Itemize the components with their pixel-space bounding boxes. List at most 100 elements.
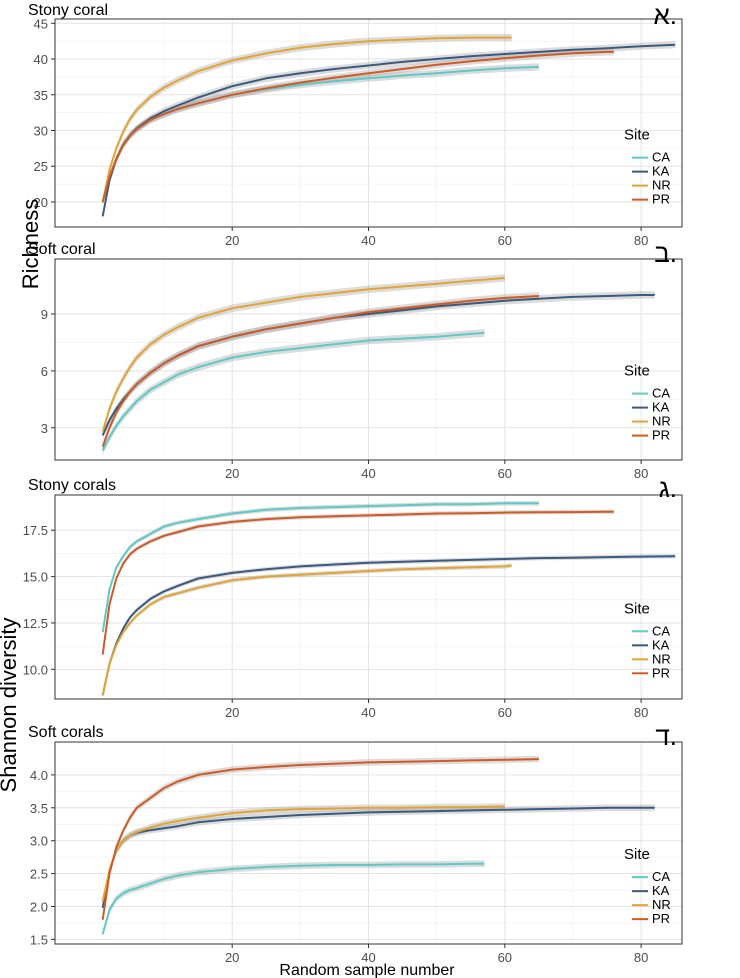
series-line-pr bbox=[101, 510, 614, 655]
panel-title: Soft coral bbox=[28, 241, 96, 258]
panel-border bbox=[54, 18, 683, 228]
panel-title: Stony corals bbox=[28, 477, 116, 494]
y-tick-label: 1.5 bbox=[30, 932, 48, 947]
legend-label-ka: KA bbox=[652, 164, 670, 179]
legend-label-ca: CA bbox=[652, 150, 670, 165]
x-tick-label: 20 bbox=[225, 950, 239, 965]
x-tick-label: 80 bbox=[634, 233, 648, 248]
x-tick-label: 80 bbox=[634, 705, 648, 720]
panel-title: Stony coral bbox=[28, 2, 108, 19]
legend-label-pr: PR bbox=[652, 192, 670, 207]
legend-label-ka: KA bbox=[652, 637, 670, 652]
legend-label-nr: NR bbox=[652, 178, 671, 193]
legend-title: Site bbox=[624, 363, 650, 380]
y-tick-label: 2.5 bbox=[30, 867, 48, 882]
series-line-pr bbox=[101, 50, 614, 203]
legend-title: Site bbox=[624, 600, 650, 617]
panel-letter: ד. bbox=[655, 721, 677, 751]
panel-letter: ב. bbox=[654, 238, 677, 268]
panel-border bbox=[54, 258, 683, 461]
x-tick-label: 80 bbox=[634, 950, 648, 965]
series-line-nr bbox=[101, 564, 512, 696]
y-tick-label: 4.0 bbox=[30, 768, 48, 783]
ci-band-ka bbox=[102, 41, 676, 220]
series-line-nr bbox=[101, 277, 505, 432]
y-tick-label: 2.0 bbox=[30, 899, 48, 914]
ci-band-nr bbox=[102, 274, 505, 436]
y-tick-label: 3.5 bbox=[30, 801, 48, 816]
legend-label-nr: NR bbox=[652, 414, 671, 429]
series-line-pr bbox=[101, 295, 539, 448]
panel-letter: א. bbox=[653, 0, 677, 30]
panel-border bbox=[54, 741, 683, 945]
y-tick-label: 3.0 bbox=[30, 834, 48, 849]
y-tick-label: 40 bbox=[34, 52, 48, 67]
y-tick-label: 3 bbox=[41, 421, 48, 436]
y-tick-label: 12.5 bbox=[23, 616, 48, 631]
x-tick-label: 60 bbox=[498, 233, 512, 248]
y-tick-label: 25 bbox=[34, 159, 48, 174]
y-axis-title-richness: Richness bbox=[18, 199, 43, 289]
series-line-ka bbox=[101, 555, 676, 696]
x-tick-label: 20 bbox=[225, 705, 239, 720]
y-tick-label: 35 bbox=[34, 88, 48, 103]
x-tick-label: 60 bbox=[498, 705, 512, 720]
x-tick-label: 60 bbox=[498, 466, 512, 481]
legend-label-ka: KA bbox=[652, 883, 670, 898]
legend-label-nr: NR bbox=[652, 651, 671, 666]
legend-label-ca: CA bbox=[652, 623, 670, 638]
ci-band-ka bbox=[102, 554, 676, 698]
y-tick-label: 6 bbox=[41, 364, 48, 379]
series-line-nr bbox=[101, 805, 505, 902]
legend-label-pr: PR bbox=[652, 911, 670, 926]
series-line-pr bbox=[101, 758, 539, 920]
y-tick-label: 9 bbox=[41, 307, 48, 322]
x-tick-label: 40 bbox=[361, 466, 375, 481]
series-line-ca bbox=[101, 862, 485, 935]
legend-label-ka: KA bbox=[652, 400, 670, 415]
legend-title: Site bbox=[624, 846, 650, 863]
panel-border bbox=[54, 494, 683, 700]
y-tick-label: 15.0 bbox=[23, 570, 48, 585]
y-tick-label: 45 bbox=[34, 16, 48, 31]
series-line-nr bbox=[101, 36, 512, 203]
chart-panel-4: 20 40 60 80 1.5 2.0 2.5 3.0 3.5 4.0 Soft corals ד. S… bbox=[28, 721, 683, 965]
x-tick-label: 80 bbox=[634, 466, 648, 481]
legend-title: Site bbox=[624, 127, 650, 144]
y-tick-label: 20 bbox=[34, 195, 48, 210]
y-tick-label: 17.5 bbox=[23, 523, 48, 538]
panel-title: Soft corals bbox=[28, 724, 104, 741]
x-tick-label: 40 bbox=[361, 705, 375, 720]
series-line-ca bbox=[101, 332, 485, 451]
panel-letter: ג. bbox=[659, 473, 677, 503]
y-tick-label: 30 bbox=[34, 124, 48, 139]
y-axis-title-shannon: Shannon diversity bbox=[0, 618, 21, 793]
chart-panel-3: 20 40 60 80 10.0 12.5 15.0 17.5 Stony corals ג. Si… bbox=[23, 473, 683, 720]
series-line-ca bbox=[101, 502, 539, 633]
y-tick-label: 10.0 bbox=[23, 662, 48, 677]
x-tick-label: 40 bbox=[361, 233, 375, 248]
ci-band-ca bbox=[102, 860, 485, 938]
legend-label-pr: PR bbox=[652, 665, 670, 680]
x-tick-label: 20 bbox=[225, 233, 239, 248]
x-axis-title: Random sample number bbox=[279, 962, 455, 978]
ci-band-pr bbox=[102, 48, 614, 206]
legend-label-nr: NR bbox=[652, 897, 671, 912]
legend-label-ca: CA bbox=[652, 386, 670, 401]
legend-label-pr: PR bbox=[652, 428, 670, 443]
x-tick-label: 40 bbox=[361, 950, 375, 965]
x-tick-label: 60 bbox=[498, 950, 512, 965]
x-tick-label: 20 bbox=[225, 466, 239, 481]
ci-band-pr bbox=[102, 292, 539, 451]
ci-band-pr bbox=[102, 755, 539, 923]
ci-band-nr bbox=[102, 803, 505, 905]
legend-label-ca: CA bbox=[652, 869, 670, 884]
